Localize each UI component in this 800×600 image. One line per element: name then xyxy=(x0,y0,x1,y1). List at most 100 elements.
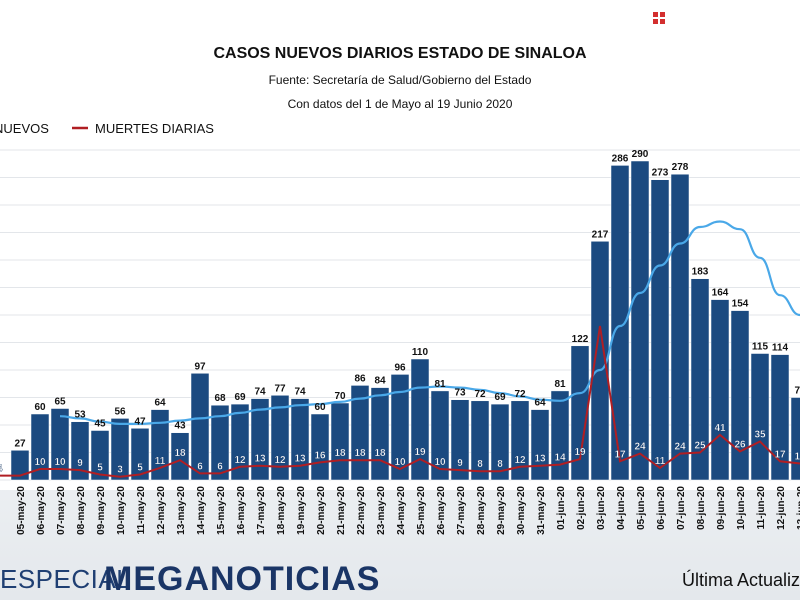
x-tick-label: 21-may-20 xyxy=(336,486,347,535)
bar-value-label: 69 xyxy=(494,392,506,403)
bar-value-label: 290 xyxy=(632,149,649,160)
deaths-value-label: 6 xyxy=(197,461,203,472)
deaths-line-path xyxy=(0,325,800,478)
footer-update-text: Última Actualiza xyxy=(682,570,800,590)
bar-value-label: 69 xyxy=(234,392,246,403)
legend-label-muertes: MUERTES DIARIAS xyxy=(95,121,214,136)
bar xyxy=(790,397,800,481)
bar-value-label: 74 xyxy=(294,387,306,398)
bar-value-label: 154 xyxy=(732,299,749,310)
deaths-value-label: 12 xyxy=(514,455,526,466)
bar-value-label: 64 xyxy=(534,398,546,409)
bar-value-label: 217 xyxy=(592,229,609,240)
x-tick-label: 14-may-20 xyxy=(196,486,207,535)
x-tick-label: 10-jun-20 xyxy=(736,486,747,530)
bar-value-label: 273 xyxy=(652,168,669,179)
bar-value-label: 47 xyxy=(134,416,146,427)
x-tick-label: 23-may-20 xyxy=(376,486,387,535)
bar-value-label: 110 xyxy=(412,347,429,358)
bar xyxy=(90,430,110,481)
bar-value-label: 86 xyxy=(354,373,366,384)
bar xyxy=(170,432,190,481)
deaths-value-label: 10 xyxy=(34,457,46,468)
bar xyxy=(530,409,550,481)
x-tick-label: 19-may-20 xyxy=(296,486,307,535)
bar-value-label: 60 xyxy=(34,402,46,413)
bar xyxy=(610,165,630,481)
bar-value-label: 56 xyxy=(114,406,126,417)
deaths-value-label: 25 xyxy=(694,441,706,452)
bar xyxy=(190,373,210,481)
bar-value-label: 97 xyxy=(194,361,206,372)
bar xyxy=(350,385,370,481)
bar-value-label: 60 xyxy=(314,402,326,413)
x-tick-label: 16-may-20 xyxy=(236,486,247,535)
bar-value-label: 278 xyxy=(672,162,689,173)
footer: ESPECIAL MEGANOTICIAS Última Actualiza xyxy=(0,556,800,600)
deaths-value-label: 16 xyxy=(314,450,326,461)
deaths-value-label: 18 xyxy=(354,448,366,459)
bar xyxy=(410,358,430,481)
x-tick-labels: 05-may-20 06-may-20 07-may-20 08-may-20 09-m… xyxy=(16,486,800,535)
x-tick-label: 24-may-20 xyxy=(396,486,407,535)
x-tick-label: 25-may-20 xyxy=(416,486,427,535)
chart-subtitle-2: Con datos del 1 de Mayo al 19 Junio 2020 xyxy=(288,97,513,111)
x-tick-label: 07-may-20 xyxy=(56,486,67,535)
deaths-value-label: 5 xyxy=(97,463,103,474)
bar xyxy=(590,241,610,481)
deaths-value-label: 13 xyxy=(294,454,306,465)
deaths-value-label: 18 xyxy=(374,448,386,459)
bar xyxy=(510,400,530,481)
deaths-value-label: 24 xyxy=(674,442,686,453)
x-tick-label: 20-may-20 xyxy=(316,486,327,535)
deaths-value-label: 19 xyxy=(574,447,586,458)
x-tick-label: 22-may-20 xyxy=(356,486,367,535)
x-tick-label: 12-jun-20 xyxy=(776,486,787,530)
bar xyxy=(150,409,170,481)
bar xyxy=(270,395,290,481)
deaths-value-label: 13 xyxy=(254,454,266,465)
bar xyxy=(230,403,250,481)
bar-value-label: 286 xyxy=(612,153,629,164)
bar xyxy=(310,413,330,481)
x-tick-label: 13-jun-20 xyxy=(796,486,800,530)
deaths-value-label: 10 xyxy=(394,457,406,468)
bar-value-label: 96 xyxy=(394,362,406,373)
bar-value-label: 84 xyxy=(374,376,386,387)
x-tick-label: 06-may-20 xyxy=(36,486,47,535)
x-tick-label: 01-jun-20 xyxy=(556,486,567,530)
bar-value-label: 70 xyxy=(334,391,346,402)
x-tick-label: 06-jun-20 xyxy=(656,486,667,530)
bar-value-label: 114 xyxy=(772,343,789,354)
bar-value-label: 81 xyxy=(434,379,446,390)
x-tick-label: 31-may-20 xyxy=(536,486,547,535)
trend-line-path xyxy=(59,220,800,425)
bar-value-label: 68 xyxy=(214,393,226,404)
x-tick-label: 28-may-20 xyxy=(476,486,487,535)
bar xyxy=(450,399,470,481)
deaths-value-label: 18 xyxy=(334,448,346,459)
deaths-value-label: 13 xyxy=(534,454,546,465)
trend-line xyxy=(59,220,800,425)
deaths-value-label: 8 xyxy=(497,459,503,470)
deaths-value-label: 17 xyxy=(614,449,626,460)
x-tick-label: 03-jun-20 xyxy=(596,486,607,530)
x-tick-label: 09-jun-20 xyxy=(716,486,727,530)
x-tick-label: 02-jun-20 xyxy=(576,486,587,530)
bar xyxy=(390,374,410,481)
x-tick-label: 15-may-20 xyxy=(216,486,227,535)
deaths-value-label: 18 xyxy=(174,448,186,459)
bar-value-label: 74 xyxy=(254,387,266,398)
x-tick-label: 12-may-20 xyxy=(156,486,167,535)
bar-value-label: 64 xyxy=(154,398,166,409)
chart-subtitle: Fuente: Secretaría de Salud/Gobierno del… xyxy=(269,73,532,87)
bar xyxy=(630,160,650,481)
bar-series xyxy=(10,160,800,481)
bar xyxy=(670,173,690,481)
bar-value-label: 65 xyxy=(54,397,66,408)
bar xyxy=(550,390,570,481)
deaths-value-label: 24 xyxy=(634,442,646,453)
bar-value-label: 73 xyxy=(454,388,466,399)
x-tick-label: 09-may-20 xyxy=(96,486,107,535)
